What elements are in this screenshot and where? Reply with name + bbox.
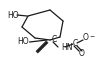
Text: −: − — [89, 33, 95, 39]
Text: C: C — [72, 39, 78, 49]
Text: C: C — [52, 35, 57, 45]
Text: HO: HO — [17, 38, 29, 46]
Text: HO: HO — [7, 11, 19, 20]
Text: O: O — [79, 49, 85, 57]
Text: O: O — [83, 33, 89, 43]
Text: HN: HN — [61, 43, 72, 51]
